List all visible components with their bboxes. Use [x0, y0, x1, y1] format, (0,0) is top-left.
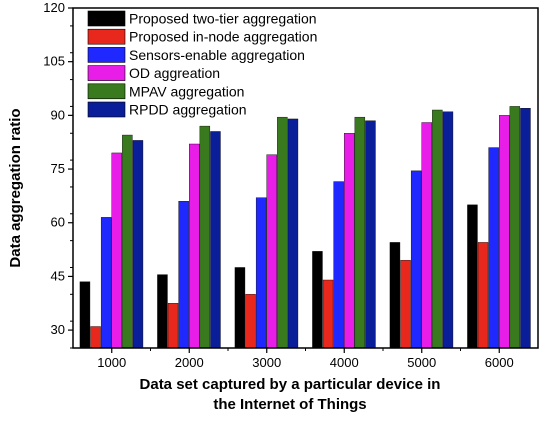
- bar: [322, 279, 334, 349]
- bar: [266, 154, 277, 349]
- x-tick-label: 6000: [485, 355, 514, 370]
- bar: [421, 122, 432, 349]
- bar: [210, 131, 221, 349]
- x-tick-label: 2000: [175, 355, 204, 370]
- y-tick-label: 90: [51, 107, 65, 122]
- legend-label: Proposed two-tier aggregation: [129, 11, 317, 27]
- bar: [178, 201, 189, 349]
- y-tick-label: 45: [51, 268, 65, 283]
- bar: [312, 251, 323, 349]
- bar: [333, 181, 344, 349]
- bar: [132, 140, 144, 349]
- x-tick-label: 4000: [330, 355, 359, 370]
- legend-label: MPAV aggregation: [129, 83, 244, 99]
- legend-swatch: [87, 101, 126, 118]
- legend: Proposed two-tier aggregation Proposed in…: [87, 10, 317, 118]
- bar: [189, 143, 200, 349]
- legend-label: Sensors-enable aggregation: [129, 47, 305, 63]
- bar: [365, 120, 376, 349]
- legend-swatch: [87, 10, 126, 27]
- x-tick-label: 1000: [97, 355, 126, 370]
- legend-swatch: [87, 65, 126, 81]
- y-tick-label: 120: [43, 0, 65, 15]
- bar: [442, 111, 454, 349]
- bar: [100, 217, 112, 349]
- y-axis-title: Data aggregation ratio: [7, 108, 24, 267]
- x-axis: 1000 2000 3000 4000 5000 6000: [97, 348, 514, 370]
- x-tick-label: 5000: [407, 355, 436, 370]
- bar: [354, 116, 366, 349]
- bar: [111, 152, 122, 349]
- bar: [467, 204, 478, 349]
- bar: [245, 294, 256, 349]
- x-tick-label: 3000: [252, 355, 281, 370]
- bar: [410, 170, 422, 349]
- bar: [477, 242, 489, 349]
- bar: [234, 267, 246, 349]
- bar: [488, 147, 499, 349]
- bar: [157, 274, 168, 349]
- bar: [400, 260, 411, 349]
- bar: [520, 108, 531, 349]
- bar: [277, 116, 288, 349]
- y-tick-label: 105: [43, 54, 65, 69]
- bar: [255, 197, 267, 349]
- bar: [432, 109, 443, 349]
- y-tick-label: 60: [51, 215, 65, 230]
- bar: [122, 134, 133, 349]
- bar: [199, 125, 211, 349]
- legend-swatch: [87, 28, 126, 45]
- legend-label: Proposed in-node aggregation: [129, 29, 317, 45]
- bar: [499, 115, 510, 349]
- bar: [167, 303, 179, 349]
- x-axis-title-line-1: Data set captured by a particular device…: [140, 376, 441, 393]
- legend-label: RPDD aggregation: [129, 102, 247, 118]
- legend-swatch: [87, 47, 126, 63]
- bar: [79, 281, 91, 349]
- bar: [287, 118, 299, 349]
- bar: [344, 133, 355, 349]
- bar: [509, 106, 521, 349]
- legend-swatch: [87, 83, 126, 100]
- y-tick-label: 30: [51, 322, 65, 337]
- x-axis-title-line-2: the Internet of Things: [213, 396, 366, 413]
- bar: [90, 326, 101, 349]
- legend-label: OD aggreation: [129, 65, 220, 81]
- y-tick-label: 75: [51, 161, 65, 176]
- y-axis: 30 45 60 75 90 105 120: [43, 0, 73, 349]
- bar: [389, 242, 401, 349]
